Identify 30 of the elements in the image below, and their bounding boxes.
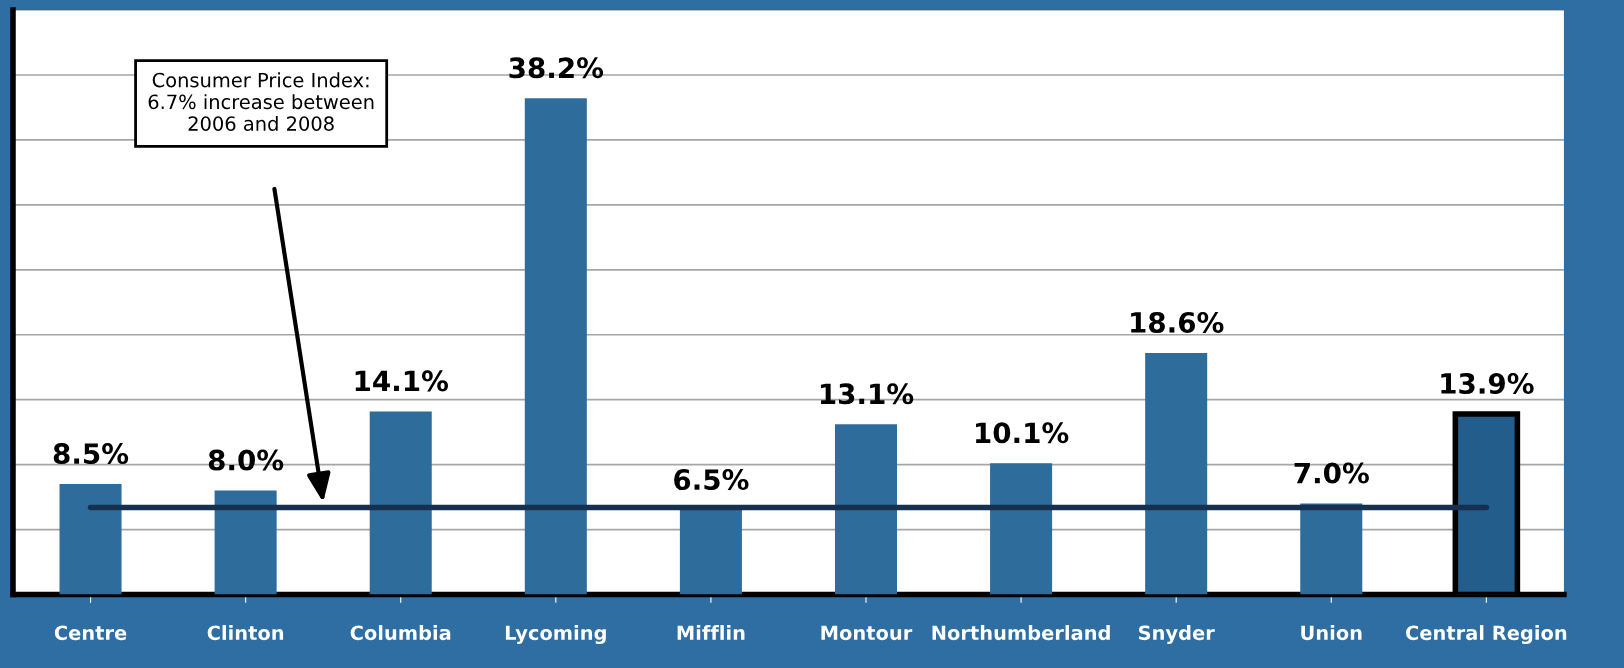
data-label: 18.6% xyxy=(1131,311,1224,333)
annotation: Consumer Price Index: 6.7% increase between 2006 and 2008 xyxy=(148,72,374,131)
bar xyxy=(990,463,1053,595)
x-tick-label: Clinton xyxy=(207,625,284,641)
data-label: 8.5% xyxy=(53,443,129,465)
bar xyxy=(524,98,587,595)
data-label: 13.9% xyxy=(1441,372,1534,394)
bar xyxy=(679,510,742,595)
x-tick-label: Northumberland xyxy=(932,625,1110,641)
data-label: 6.5% xyxy=(674,469,749,491)
data-label: 7.0% xyxy=(1294,462,1369,484)
x-tick-label: Union xyxy=(1301,625,1362,641)
bar xyxy=(1300,503,1363,595)
x-tick-label: Centre xyxy=(54,625,127,641)
bar xyxy=(214,490,277,595)
data-label: 13.1% xyxy=(820,383,914,405)
x-tick-label: Columbia xyxy=(350,625,451,641)
x-tick-label: Snyder xyxy=(1138,625,1215,645)
bar xyxy=(369,411,432,595)
data-label: 14.1% xyxy=(355,370,449,392)
x-tick-label: Lycoming xyxy=(505,625,606,645)
x-tick-label: Montour xyxy=(821,625,913,641)
data-label: 10.1% xyxy=(976,422,1069,444)
data-label: 8.0% xyxy=(208,449,284,471)
bar xyxy=(834,424,898,595)
data-label: 38.2% xyxy=(509,57,604,79)
x-tick-label: Mifflin xyxy=(677,625,745,640)
bar xyxy=(59,484,122,595)
bar xyxy=(1145,352,1208,595)
x-tick-label: Central Region xyxy=(1405,625,1567,645)
